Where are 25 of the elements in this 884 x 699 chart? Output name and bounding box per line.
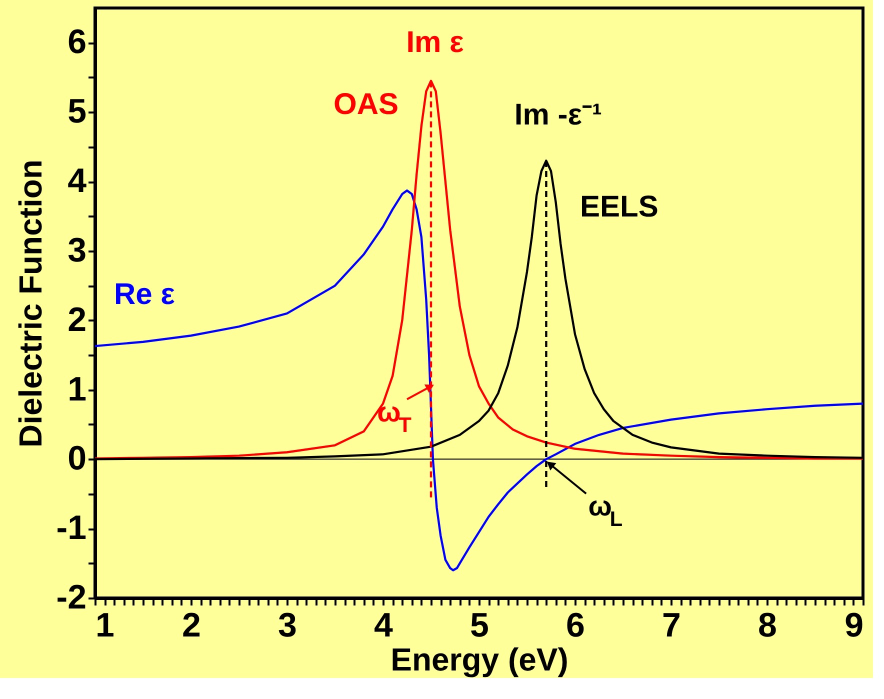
y-tick-label: 4 [68,162,87,200]
series-label: Im -ε⁻¹ [514,98,602,132]
y-tick-label: 1 [68,370,86,408]
x-tick-label: 1 [96,606,114,644]
x-axis-title: Energy (eV) [390,642,568,678]
x-tick-label: 7 [662,606,681,644]
series-label: Im ε [406,26,464,59]
series-label: Re ε [114,278,175,312]
y-tick-label: 3 [68,231,86,270]
x-tick-label: 9 [844,606,864,644]
annotation: OAS [333,88,399,121]
y-tick-label: -1 [56,509,86,548]
x-tick-label: 8 [758,606,777,644]
y-axis-title: Dielectric Function [12,159,48,448]
y-tick-label: -2 [56,578,86,616]
x-tick-label: 5 [470,606,489,644]
x-tick-label: 2 [182,606,201,644]
annotation: EELS [580,190,658,224]
y-tick-label: 6 [68,23,86,62]
y-tick-label: 0 [68,440,86,478]
y-tick-label: 2 [68,300,86,339]
x-tick-label: 6 [566,606,585,644]
y-tick-label: 5 [68,92,86,131]
x-tick-label: 3 [278,606,297,644]
x-tick-label: 4 [374,606,394,644]
